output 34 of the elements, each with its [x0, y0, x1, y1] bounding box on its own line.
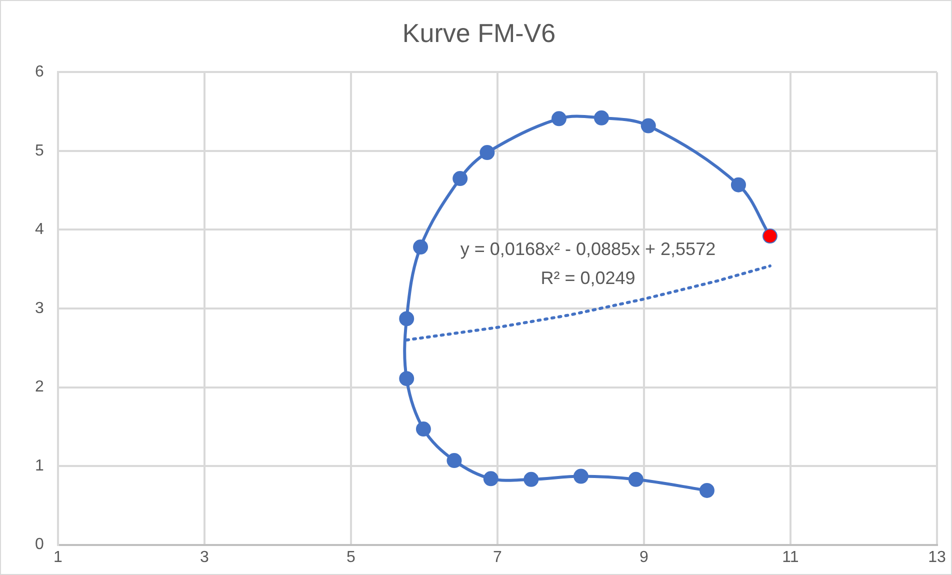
point: [524, 472, 539, 487]
point: [628, 472, 644, 487]
point: [640, 118, 656, 134]
point: [551, 111, 566, 126]
chart-title: Kurve FM-V6: [402, 18, 556, 48]
point: [762, 228, 778, 244]
point: [413, 240, 428, 255]
x-tick-label: 3: [200, 548, 209, 566]
y-tick-label: 3: [34, 300, 44, 317]
y-tick-label: 4: [34, 221, 44, 238]
point: [573, 468, 588, 484]
point: [699, 482, 714, 498]
x-tick-label: 11: [782, 548, 799, 566]
point: [480, 145, 495, 160]
x-tick-label: 13: [928, 548, 946, 566]
point: [730, 177, 746, 192]
x-tick-label: 1: [53, 548, 62, 566]
point: [452, 171, 468, 186]
y-tick-label: 0: [34, 536, 44, 554]
point: [446, 453, 462, 468]
annotation: R² = 0,0249: [540, 268, 636, 288]
point: [483, 471, 498, 486]
x-tick-label: 7: [492, 548, 502, 566]
y-tick-label: 5: [34, 142, 44, 160]
point: [399, 311, 414, 326]
y-tick-label: 6: [34, 64, 44, 81]
point: [594, 110, 609, 126]
y-tick-label: 1: [34, 457, 44, 474]
x-tick-label: 9: [640, 548, 649, 566]
y-tick-label: 2: [34, 378, 44, 396]
x-tick-label: 5: [346, 548, 356, 566]
point: [399, 371, 414, 386]
point: [416, 422, 431, 437]
annotation: y = 0,0168x² - 0,0885x + 2,5572: [460, 238, 716, 259]
